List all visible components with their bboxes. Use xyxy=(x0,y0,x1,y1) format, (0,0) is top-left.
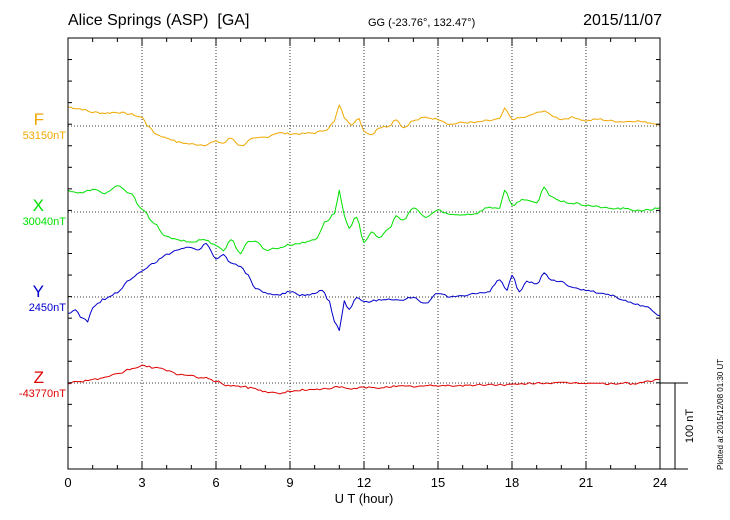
x-tick-label: 21 xyxy=(579,475,593,490)
x-tick-label: 15 xyxy=(431,475,445,490)
x-axis-ticks: 0 3 6 9 12 15 18 21 24 xyxy=(64,37,667,490)
component-label-f: F 53150nT xyxy=(0,110,66,142)
station-coordinates: GG (-23.76°, 132.47°) xyxy=(368,17,476,29)
component-letter-x: X xyxy=(32,196,44,215)
component-label-z: Z -43770nT xyxy=(0,368,66,400)
chart-date: 2015/11/07 xyxy=(583,12,662,29)
x-tick-label: 18 xyxy=(505,475,519,490)
baseline-x: 30040nT xyxy=(22,216,66,228)
traces xyxy=(67,104,661,395)
component-label-x: X 30040nT xyxy=(0,196,66,228)
x-tick-label: 12 xyxy=(357,475,371,490)
trace-y xyxy=(67,242,661,331)
baseline-f: 53150nT xyxy=(22,130,66,142)
component-label-y: Y 2450nT xyxy=(0,282,66,314)
x-tick-label: 6 xyxy=(212,475,219,490)
x-tick-label: 9 xyxy=(286,475,293,490)
x-axis-title: U T (hour) xyxy=(335,491,394,506)
component-letter-z: Z xyxy=(33,368,44,387)
scale-bar: 100 nT xyxy=(660,382,696,470)
baseline-y: 2450nT xyxy=(28,302,66,314)
x-tick-label: 0 xyxy=(64,475,71,490)
trace-z xyxy=(68,364,661,395)
x-tick-label: 24 xyxy=(653,475,667,490)
station-title: Alice Springs (ASP) [GA] xyxy=(68,12,250,29)
trace-f xyxy=(68,104,661,147)
scale-bar-label: 100 nT xyxy=(684,409,696,444)
component-letter-f: F xyxy=(33,110,44,129)
plotted-timestamp: Plotted at 2015/12/08 01:30 UT xyxy=(716,358,725,470)
grid xyxy=(68,38,660,469)
baseline-z: -43770nT xyxy=(18,388,66,400)
component-letter-y: Y xyxy=(32,282,44,301)
trace-x xyxy=(67,185,661,255)
x-tick-label: 3 xyxy=(138,475,145,490)
